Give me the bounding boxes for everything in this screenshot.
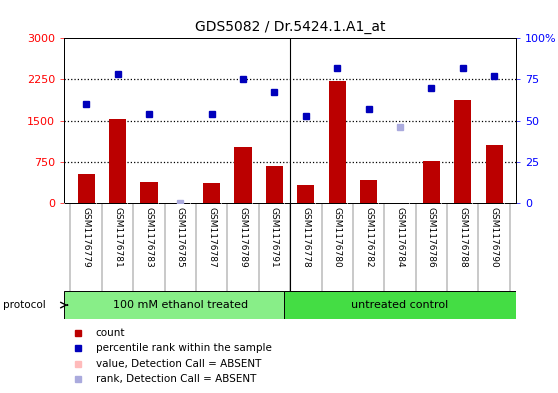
Bar xyxy=(203,183,220,203)
Text: GSM1176785: GSM1176785 xyxy=(176,208,185,268)
Text: GSM1176780: GSM1176780 xyxy=(333,208,341,268)
Bar xyxy=(78,174,95,203)
Text: GSM1176782: GSM1176782 xyxy=(364,208,373,268)
Bar xyxy=(360,180,377,203)
Text: untreated control: untreated control xyxy=(352,300,449,310)
Bar xyxy=(485,145,503,203)
Bar xyxy=(109,119,126,203)
Bar xyxy=(329,81,346,203)
Bar xyxy=(64,291,296,319)
Text: GSM1176778: GSM1176778 xyxy=(301,208,310,268)
Bar xyxy=(266,166,283,203)
Text: GSM1176779: GSM1176779 xyxy=(81,208,90,268)
Text: 100 mM ethanol treated: 100 mM ethanol treated xyxy=(113,300,248,310)
Text: GSM1176786: GSM1176786 xyxy=(427,208,436,268)
Text: GSM1176791: GSM1176791 xyxy=(270,208,279,268)
Bar xyxy=(423,161,440,203)
Text: value, Detection Call = ABSENT: value, Detection Call = ABSENT xyxy=(96,358,261,369)
Text: GSM1176787: GSM1176787 xyxy=(207,208,216,268)
Text: percentile rank within the sample: percentile rank within the sample xyxy=(96,343,272,353)
Bar xyxy=(234,147,252,203)
Bar xyxy=(284,291,516,319)
Text: GSM1176783: GSM1176783 xyxy=(145,208,153,268)
Bar xyxy=(140,182,157,203)
Text: rank, Detection Call = ABSENT: rank, Detection Call = ABSENT xyxy=(96,374,256,384)
Text: protocol: protocol xyxy=(3,300,46,310)
Text: GSM1176784: GSM1176784 xyxy=(396,208,405,268)
Text: GSM1176781: GSM1176781 xyxy=(113,208,122,268)
Bar xyxy=(454,100,472,203)
Text: GSM1176788: GSM1176788 xyxy=(458,208,467,268)
Bar xyxy=(297,185,315,203)
Text: count: count xyxy=(96,328,126,338)
Title: GDS5082 / Dr.5424.1.A1_at: GDS5082 / Dr.5424.1.A1_at xyxy=(195,20,386,34)
Text: GSM1176790: GSM1176790 xyxy=(490,208,499,268)
Text: GSM1176789: GSM1176789 xyxy=(239,208,248,268)
